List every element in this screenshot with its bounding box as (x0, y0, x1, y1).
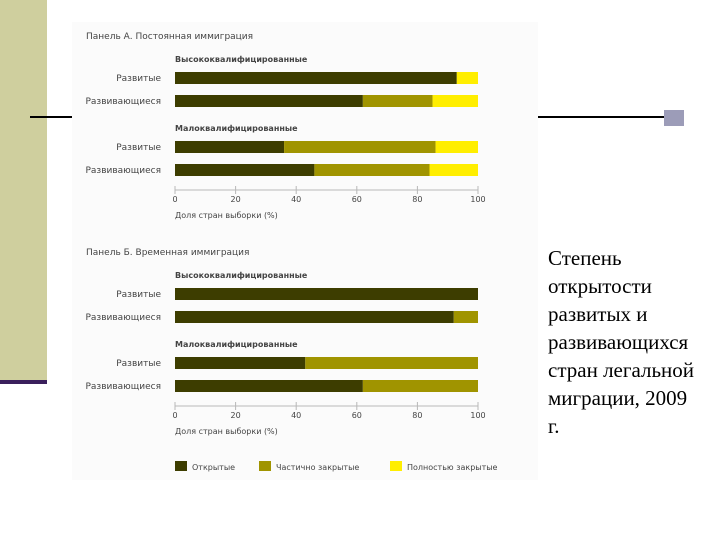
right-title-rule (536, 116, 684, 118)
migration-openness-chart: Панель А. Постоянная иммиграция Высококва… (72, 22, 538, 480)
panel-title: Панель Б. Временная иммиграция (86, 248, 249, 258)
panel-title: Панель А. Постоянная иммиграция (86, 32, 253, 42)
x-tick-label: 20 (231, 195, 241, 204)
bar-segment-open (175, 288, 478, 300)
x-tick-label: 40 (291, 411, 301, 420)
bar-segment-closed (432, 95, 478, 107)
bar-segment-partial (284, 141, 436, 153)
bar-segment-open (175, 164, 315, 176)
row-label: Развивающиеся (85, 97, 161, 107)
bar-segment-partial (362, 95, 433, 107)
bar-segment-partial (305, 357, 478, 369)
x-tick-label: 60 (352, 411, 362, 420)
row-label: Развитые (116, 290, 161, 300)
x-tick-label: 100 (470, 195, 485, 204)
group-title: Малоквалифицированные (175, 124, 298, 133)
row-label: Развивающиеся (85, 313, 161, 323)
x-axis-label: Доля стран выборки (%) (175, 427, 278, 436)
x-tick-label: 80 (412, 411, 422, 420)
row-label: Развивающиеся (85, 382, 161, 392)
bar-segment-closed (435, 141, 478, 153)
x-tick-label: 80 (412, 195, 422, 204)
group-title: Высококвалифицированные (175, 55, 308, 64)
legend-label: Открытые (192, 463, 235, 472)
bar-segment-open (175, 380, 363, 392)
chart-canvas: Панель А. Постоянная иммиграция Высококва… (85, 32, 498, 472)
bar-segment-open (175, 72, 457, 84)
bar-segment-partial (453, 311, 478, 323)
row-label: Развитые (116, 74, 161, 84)
bar-segment-closed (429, 164, 478, 176)
x-tick-label: 60 (352, 195, 362, 204)
group-title: Высококвалифицированные (175, 271, 308, 280)
bar-segment-open (175, 95, 363, 107)
left-band-edge (0, 380, 47, 384)
row-label: Развивающиеся (85, 166, 161, 176)
bar-segment-open (175, 357, 306, 369)
row-label: Развитые (116, 143, 161, 153)
row-label: Развитые (116, 359, 161, 369)
bar-segment-open (175, 141, 285, 153)
slide-caption: Степень открытости развитых и развивающи… (548, 246, 695, 438)
legend-label: Полностью закрытые (407, 463, 498, 472)
bar-segment-closed (456, 72, 478, 84)
left-title-rule (30, 116, 72, 118)
left-decorative-band (0, 0, 47, 384)
bar-segment-partial (362, 380, 478, 392)
group-title: Малоквалифицированные (175, 340, 298, 349)
legend-label: Частично закрытые (276, 463, 359, 472)
legend-swatch-partial (259, 461, 271, 471)
x-tick-label: 0 (172, 411, 177, 420)
bar-segment-open (175, 311, 454, 323)
x-tick-label: 20 (231, 411, 241, 420)
x-tick-label: 0 (172, 195, 177, 204)
right-rule-accent (664, 110, 684, 126)
x-tick-label: 100 (470, 411, 485, 420)
bar-segment-partial (314, 164, 430, 176)
legend-swatch-closed (390, 461, 402, 471)
x-tick-label: 40 (291, 195, 301, 204)
x-axis-label: Доля стран выборки (%) (175, 211, 278, 220)
legend-swatch-open (175, 461, 187, 471)
